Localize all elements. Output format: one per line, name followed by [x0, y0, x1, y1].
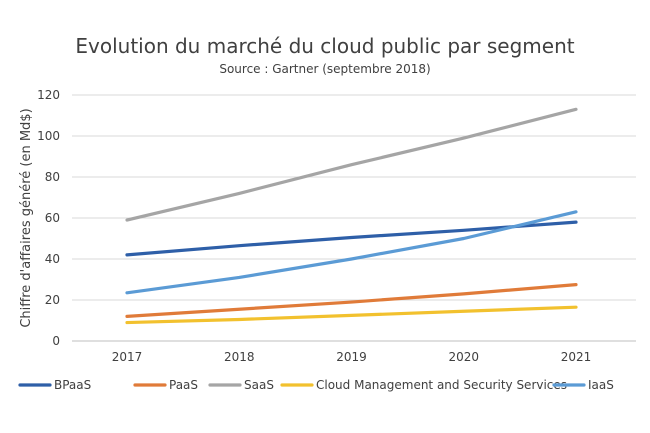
y-tick-label: 60 [45, 211, 60, 225]
legend-label: BPaaS [54, 378, 91, 392]
legend-label: SaaS [244, 378, 274, 392]
legend: BPaaS PaaS SaaS Cloud Management and Securi… [18, 378, 614, 392]
legend-label: PaaS [169, 378, 198, 392]
y-tick-label: 100 [37, 129, 60, 143]
y-tick-label: 0 [52, 334, 60, 348]
y-tick-label: 20 [45, 293, 60, 307]
x-axis-ticks: 2017 2018 2019 2020 2021 [112, 350, 592, 364]
x-tick-label: 2017 [112, 350, 143, 364]
series-line-cloud-management-and-security-services [125, 305, 578, 325]
y-tick-label: 40 [45, 252, 60, 266]
y-tick-label: 120 [37, 88, 60, 102]
series-line-paas [125, 283, 578, 318]
y-axis-label: Chiffre d'affaires généré (en Md$) [19, 108, 34, 327]
chart-title: Evolution du marché du cloud public par … [75, 34, 575, 58]
y-axis-ticks: 0 20 40 60 80 100 120 [37, 88, 60, 348]
x-tick-label: 2019 [336, 350, 367, 364]
legend-label: Cloud Management and Security Services [316, 378, 567, 392]
x-tick-label: 2021 [561, 350, 592, 364]
series-line-iaas [125, 210, 578, 295]
x-tick-label: 2020 [448, 350, 479, 364]
series-lines [125, 107, 578, 325]
x-tick-label: 2018 [224, 350, 255, 364]
chart-subtitle: Source : Gartner (septembre 2018) [219, 62, 431, 76]
grid-lines [72, 94, 636, 342]
y-tick-label: 80 [45, 170, 60, 184]
legend-label: IaaS [588, 378, 614, 392]
